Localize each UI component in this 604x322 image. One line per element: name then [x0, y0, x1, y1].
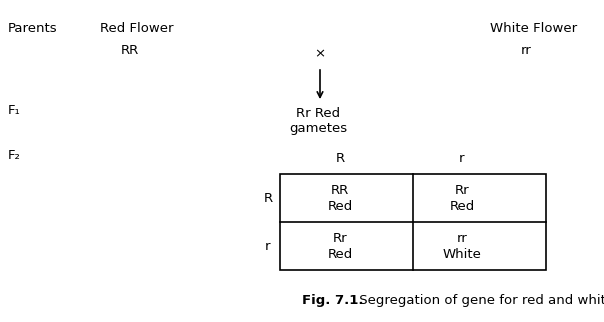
Text: White: White [443, 248, 481, 260]
Text: Red: Red [327, 200, 353, 213]
Text: RR: RR [331, 184, 349, 196]
Text: Rr Red: Rr Red [296, 107, 340, 120]
Text: Red: Red [449, 200, 475, 213]
Text: rr: rr [521, 44, 532, 57]
Text: r: r [265, 240, 271, 252]
Text: F₂: F₂ [8, 149, 21, 162]
Bar [280, 174, 546, 270]
Text: F₁: F₁ [8, 104, 21, 117]
Text: rr: rr [457, 232, 467, 244]
Text: Segregation of gene for red and white colour.: Segregation of gene for red and white co… [355, 294, 604, 307]
Text: Rr: Rr [455, 184, 469, 196]
Text: R: R [263, 192, 272, 204]
Text: R: R [335, 152, 344, 165]
Text: r: r [459, 152, 464, 165]
Text: RR: RR [121, 44, 139, 57]
Text: Parents: Parents [8, 22, 57, 35]
Text: Rr: Rr [333, 232, 347, 244]
Text: Red Flower: Red Flower [100, 22, 173, 35]
Text: White Flower: White Flower [490, 22, 577, 35]
Text: Fig. 7.1.: Fig. 7.1. [302, 294, 364, 307]
Text: gametes: gametes [289, 122, 347, 135]
Text: Red: Red [327, 248, 353, 260]
Text: ×: × [315, 47, 326, 60]
